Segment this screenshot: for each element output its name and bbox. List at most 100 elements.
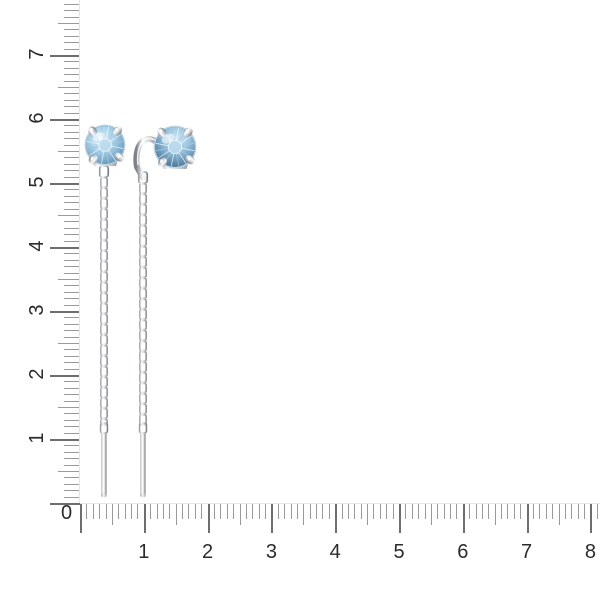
horizontal-ruler-minor-tick <box>182 503 184 519</box>
vertical-ruler-major-tick <box>50 375 80 377</box>
horizontal-ruler-minor-tick <box>310 503 312 519</box>
horizontal-ruler-major-tick <box>590 503 592 533</box>
vertical-ruler-minor-tick <box>64 401 80 403</box>
horizontal-ruler-minor-tick <box>425 503 427 519</box>
vertical-ruler-minor-tick <box>64 145 80 147</box>
horizontal-ruler-minor-tick <box>137 503 139 519</box>
horizontal-ruler-minor-tick <box>431 503 433 525</box>
vertical-ruler-minor-tick <box>64 170 80 172</box>
vertical-ruler-minor-tick <box>64 490 80 492</box>
vertical-ruler-minor-tick <box>64 388 80 390</box>
earring-right <box>133 125 197 498</box>
threader-bar-right <box>138 422 148 498</box>
chain-left <box>100 177 108 426</box>
horizontal-ruler-minor-tick <box>284 503 286 519</box>
vertical-ruler-minor-tick <box>64 177 80 179</box>
horizontal-ruler-minor-tick <box>259 503 261 519</box>
horizontal-ruler-minor-tick <box>169 503 171 519</box>
horizontal-ruler-minor-tick <box>386 503 388 519</box>
horizontal-ruler-major-tick <box>271 503 273 533</box>
vertical-ruler-major-tick <box>50 119 80 121</box>
horizontal-ruler-minor-tick <box>233 503 235 519</box>
horizontal-ruler-major-tick <box>399 503 401 533</box>
horizontal-ruler-minor-tick <box>450 503 452 519</box>
horizontal-ruler-minor-tick <box>418 503 420 519</box>
vertical-ruler-minor-tick <box>64 426 80 428</box>
vertical-ruler-major-tick <box>50 55 80 57</box>
horizontal-ruler-major-tick <box>80 503 82 533</box>
horizontal-ruler-minor-tick <box>373 503 375 519</box>
horizontal-ruler-minor-tick <box>93 503 95 519</box>
horizontal-ruler-minor-tick <box>514 503 516 519</box>
horizontal-ruler-minor-tick <box>150 503 152 519</box>
vertical-ruler-minor-tick <box>58 279 80 281</box>
vertical-ruler-minor-tick <box>64 36 80 38</box>
vertical-ruler-minor-tick <box>64 81 80 83</box>
horizontal-ruler-minor-tick <box>125 503 127 519</box>
vertical-ruler-minor-tick <box>64 298 80 300</box>
vertical-ruler-spine <box>79 0 80 503</box>
horizontal-ruler-minor-tick <box>405 503 407 519</box>
vertical-ruler-major-tick <box>50 503 80 505</box>
horizontal-ruler-spine <box>80 503 600 504</box>
vertical-ruler-minor-tick <box>64 497 80 499</box>
horizontal-ruler-minor-tick <box>559 503 561 525</box>
horizontal-ruler-minor-tick <box>131 503 133 519</box>
horizontal-ruler-minor-tick <box>201 503 203 519</box>
vertical-ruler-minor-tick <box>64 61 80 63</box>
horizontal-ruler-minor-tick <box>99 503 101 519</box>
horizontal-ruler-minor-tick <box>393 503 395 519</box>
chain-right <box>139 183 147 426</box>
vertical-ruler-minor-tick <box>64 330 80 332</box>
horizontal-ruler-minor-tick <box>520 503 522 519</box>
horizontal-ruler-minor-tick <box>303 503 305 525</box>
horizontal-ruler-minor-tick <box>507 503 509 519</box>
vertical-ruler-minor-tick <box>64 100 80 102</box>
vertical-ruler-minor-tick <box>58 407 80 409</box>
vertical-ruler-minor-tick <box>64 228 80 230</box>
horizontal-ruler-minor-tick <box>118 503 120 519</box>
vertical-ruler-minor-tick <box>64 253 80 255</box>
horizontal-ruler-minor-tick <box>597 503 599 519</box>
vertical-ruler-minor-tick <box>64 29 80 31</box>
vertical-ruler-minor-tick <box>64 189 80 191</box>
horizontal-ruler-minor-tick <box>163 503 165 519</box>
horizontal-ruler-minor-tick <box>329 503 331 519</box>
vertical-ruler-minor-tick <box>64 273 80 275</box>
gemstone-right <box>153 125 197 170</box>
horizontal-ruler-minor-tick <box>456 503 458 519</box>
vertical-ruler-minor-tick <box>64 362 80 364</box>
vertical-ruler-major-tick <box>50 311 80 313</box>
vertical-ruler-major-tick <box>50 183 80 185</box>
vertical-ruler-minor-tick <box>64 68 80 70</box>
vertical-ruler-minor-tick <box>64 477 80 479</box>
horizontal-ruler-minor-tick <box>476 503 478 519</box>
horizontal-ruler-label-3: 3 <box>265 541 277 563</box>
horizontal-ruler-minor-tick <box>342 503 344 519</box>
horizontal-ruler-minor-tick <box>354 503 356 519</box>
horizontal-ruler-minor-tick <box>565 503 567 519</box>
horizontal-ruler-minor-tick <box>265 503 267 519</box>
vertical-ruler-minor-tick <box>64 42 80 44</box>
horizontal-ruler-label-6: 6 <box>457 541 469 563</box>
vertical-ruler-minor-tick <box>64 4 80 6</box>
vertical-ruler-minor-tick <box>64 138 80 140</box>
vertical-ruler-minor-tick <box>64 394 80 396</box>
vertical-ruler-minor-tick <box>58 343 80 345</box>
horizontal-ruler-label-5: 5 <box>393 541 405 563</box>
horizontal-ruler-minor-tick <box>188 503 190 519</box>
horizontal-ruler-label-4: 4 <box>329 541 341 563</box>
horizontal-ruler-minor-tick <box>571 503 573 519</box>
earring-left <box>84 124 126 498</box>
gem-facets <box>86 126 124 164</box>
horizontal-ruler-minor-tick <box>316 503 318 519</box>
vertical-ruler-minor-tick <box>64 420 80 422</box>
horizontal-ruler-minor-tick <box>106 503 108 519</box>
horizontal-ruler-minor-tick <box>246 503 248 519</box>
vertical-ruler-minor-tick <box>64 369 80 371</box>
horizontal-ruler-label-8: 8 <box>584 541 596 563</box>
vertical-ruler-minor-tick <box>64 484 80 486</box>
vertical-ruler-minor-tick <box>64 93 80 95</box>
horizontal-ruler-minor-tick <box>539 503 541 519</box>
